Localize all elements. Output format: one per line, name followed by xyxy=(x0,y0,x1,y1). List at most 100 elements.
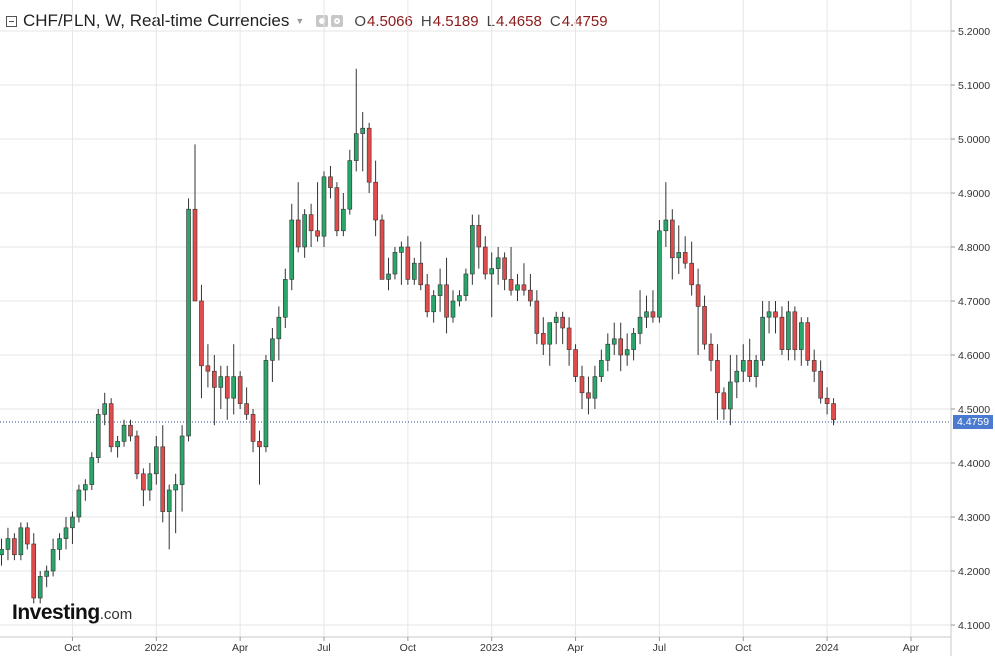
ohlc-low: L4.4658 xyxy=(486,12,542,30)
candle xyxy=(102,392,107,426)
candle-body xyxy=(702,306,707,345)
candle xyxy=(463,268,469,301)
candle xyxy=(534,290,540,345)
x-tick-label: Apr xyxy=(903,642,920,654)
collapse-icon[interactable] xyxy=(6,15,17,27)
candle xyxy=(134,430,140,480)
candle-body xyxy=(399,246,404,253)
candle xyxy=(328,166,333,199)
candle xyxy=(199,284,204,399)
candle-body xyxy=(547,322,553,345)
candle xyxy=(573,344,578,382)
candle xyxy=(411,257,417,285)
candle-body xyxy=(482,246,488,275)
candle-body xyxy=(179,435,185,485)
candle-body xyxy=(18,527,24,556)
candle xyxy=(50,538,56,577)
candle-body xyxy=(811,360,817,372)
candle xyxy=(237,371,243,409)
candle xyxy=(644,295,649,328)
candle xyxy=(728,355,733,426)
candle xyxy=(566,317,572,366)
candle-body xyxy=(37,576,43,599)
candle-body xyxy=(740,360,746,372)
candle-body xyxy=(489,268,495,275)
candle-body xyxy=(360,127,366,134)
eye-icon[interactable] xyxy=(316,15,329,27)
candle-body xyxy=(663,219,669,232)
candle xyxy=(682,236,688,269)
candle xyxy=(547,322,553,366)
candle-body xyxy=(224,376,230,399)
candle xyxy=(669,209,675,280)
candle xyxy=(289,203,295,291)
candle-body xyxy=(682,252,688,264)
candle-body xyxy=(0,549,4,556)
candle-body xyxy=(747,360,753,377)
candle xyxy=(760,301,765,366)
x-tick-label: 2023 xyxy=(480,642,504,654)
candle xyxy=(540,317,546,355)
symbol-dropdown-caret-icon[interactable]: ▼ xyxy=(295,16,305,26)
candle xyxy=(424,274,430,318)
candle xyxy=(470,214,475,285)
candle xyxy=(308,203,314,247)
candle xyxy=(747,338,753,382)
candle xyxy=(373,160,378,237)
x-tick-label: 2024 xyxy=(815,642,839,654)
candle-body xyxy=(457,295,462,302)
candle xyxy=(360,112,366,172)
candle xyxy=(708,333,714,372)
candle xyxy=(386,257,391,291)
candle-body xyxy=(115,441,120,448)
candle-body xyxy=(308,214,314,232)
ohlc-open: O4.5066 xyxy=(354,12,413,30)
gear-icon[interactable] xyxy=(331,15,344,27)
candle xyxy=(173,473,178,534)
candle xyxy=(831,398,836,426)
candle xyxy=(805,317,811,366)
candle xyxy=(334,182,340,237)
candle xyxy=(734,355,740,399)
candle xyxy=(476,214,482,269)
candle-body xyxy=(766,311,772,318)
candle-body xyxy=(734,370,740,383)
candle xyxy=(515,274,520,301)
candle-body xyxy=(534,300,540,334)
candle xyxy=(257,430,262,485)
candle xyxy=(321,171,327,247)
candle xyxy=(179,425,185,512)
candle-body xyxy=(463,273,469,296)
candle xyxy=(715,344,720,420)
candle-body xyxy=(676,252,682,259)
candle xyxy=(611,322,617,355)
candle-body xyxy=(831,403,836,421)
candle-body xyxy=(134,435,140,475)
candle-body xyxy=(121,424,127,442)
candle-body xyxy=(70,516,75,529)
candle xyxy=(811,349,817,382)
candle-body xyxy=(379,219,385,280)
candle xyxy=(624,333,630,366)
candle-body xyxy=(502,257,507,280)
candle-body xyxy=(470,225,475,275)
candle-body xyxy=(631,333,636,350)
candle-body xyxy=(689,262,694,286)
candle xyxy=(282,268,288,328)
candle xyxy=(599,349,604,382)
candle-body xyxy=(302,214,307,248)
candle xyxy=(315,182,320,242)
candle-body xyxy=(192,208,198,302)
candle-body xyxy=(431,295,436,313)
candle xyxy=(818,360,823,404)
candle-body xyxy=(411,262,417,280)
candle xyxy=(89,452,95,490)
candle-body xyxy=(437,284,443,296)
y-tick-label: 5.1000 xyxy=(958,80,990,92)
candle xyxy=(457,290,462,307)
ohlc-high: H4.5189 xyxy=(420,12,479,30)
candle-body xyxy=(341,208,346,232)
candle-body xyxy=(282,279,288,318)
